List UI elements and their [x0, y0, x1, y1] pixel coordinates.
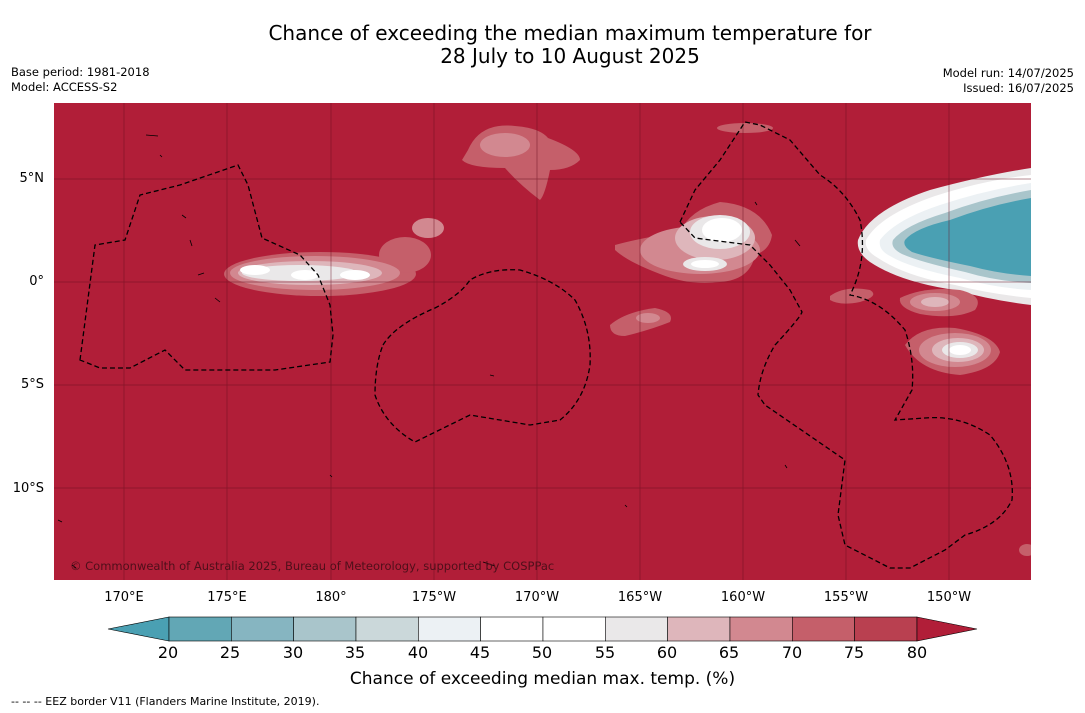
colorbar-bin: [480, 616, 544, 642]
colorbar-bin: [854, 616, 918, 642]
model-run-text: Model run: 14/07/2025: [942, 66, 1074, 80]
lon-label-175w: 175°W: [411, 590, 457, 605]
title-line-2: 28 July to 10 August 2025: [440, 44, 700, 68]
issued-text: Issued: 16/07/2025: [963, 81, 1074, 95]
lon-label-170e: 170°E: [104, 590, 144, 605]
colorbar-bin: [791, 616, 855, 642]
contour-blob-small-south: [610, 308, 671, 336]
graticule: [54, 103, 1031, 580]
colorbar-tick-50: 50: [531, 643, 553, 662]
lat-label-0: 0°: [29, 274, 44, 289]
colorbar-tick-25: 25: [219, 643, 241, 662]
contour-blob-east: [857, 168, 1031, 305]
lat-label-10s: 10°S: [12, 481, 44, 496]
colorbar-tick-45: 45: [469, 643, 491, 662]
contour-blob-southeast-1: [830, 288, 978, 317]
lon-label-160w: 160°W: [720, 590, 766, 605]
lon-label-180: 180°: [315, 590, 347, 605]
colorbar-tick-40: 40: [407, 643, 429, 662]
eez-borders: [79, 121, 1013, 569]
base-period-text: Base period: 1981-2018: [11, 65, 150, 79]
lat-label-5n: 5°N: [19, 171, 45, 186]
metadata-left: Base period: 1981-2018 Model: ACCESS-S2: [11, 65, 150, 95]
contour-blob-southeast-2: [905, 327, 1000, 375]
metadata-right: Model run: 14/07/2025 Issued: 16/07/2025: [943, 66, 1074, 96]
coastlines: [57, 134, 801, 569]
lat-label-5s: 5°S: [20, 377, 44, 392]
colorbar-tick-65: 65: [718, 643, 740, 662]
colorbar-bin: [231, 616, 294, 642]
model-text: Model: ACCESS-S2: [11, 80, 118, 94]
colorbar-tick-35: 35: [344, 643, 366, 662]
colorbar-tick-80: 80: [906, 643, 928, 662]
copyright-text: © Commonwealth of Australia 2025, Bureau…: [70, 559, 554, 573]
colorbar-tick-30: 30: [282, 643, 304, 662]
probability-contours: [224, 123, 1031, 556]
lon-label-170w: 170°W: [514, 590, 560, 605]
colorbar-bin: [293, 616, 357, 642]
contour-blob-north: [462, 125, 580, 200]
contour-blob-top: [717, 123, 773, 133]
colorbar: [107, 616, 978, 642]
colorbar-tick-60: 60: [656, 643, 678, 662]
colorbar-low-extension: [107, 616, 170, 642]
colorbar-bins: [168, 616, 918, 642]
eez-legend-text: -- -- -- EEZ border V11 (Flanders Marine…: [11, 695, 320, 708]
title-line-1: Chance of exceeding the median maximum t…: [268, 21, 872, 45]
contour-blob-central: [615, 202, 772, 283]
lon-label-155w: 155°W: [823, 590, 869, 605]
colorbar-bin: [168, 616, 232, 642]
colorbar-tick-75: 75: [843, 643, 865, 662]
lon-label-150w: 150°W: [926, 590, 972, 605]
colorbar-bin: [418, 616, 481, 642]
lon-label-165w: 165°W: [617, 590, 663, 605]
colorbar-tick-20: 20: [157, 643, 179, 662]
colorbar-title: Chance of exceeding median max. temp. (%…: [349, 669, 736, 689]
colorbar-tick-70: 70: [781, 643, 803, 662]
map-area[interactable]: © Commonwealth of Australia 2025, Bureau…: [54, 103, 1035, 580]
colorbar-tick-55: 55: [594, 643, 616, 662]
lon-label-175e: 175°E: [207, 590, 247, 605]
map-title: Chance of exceeding the median maximum t…: [0, 22, 1085, 68]
colorbar-high-extension: [916, 616, 978, 642]
colorbar-bin: [605, 616, 668, 642]
contour-blob-edge: [1019, 544, 1031, 556]
colorbar-bin: [355, 616, 419, 642]
contour-blob-dateline: [224, 218, 444, 296]
colorbar-bin: [542, 616, 606, 642]
colorbar-bin: [729, 616, 793, 642]
colorbar-bin: [667, 616, 731, 642]
